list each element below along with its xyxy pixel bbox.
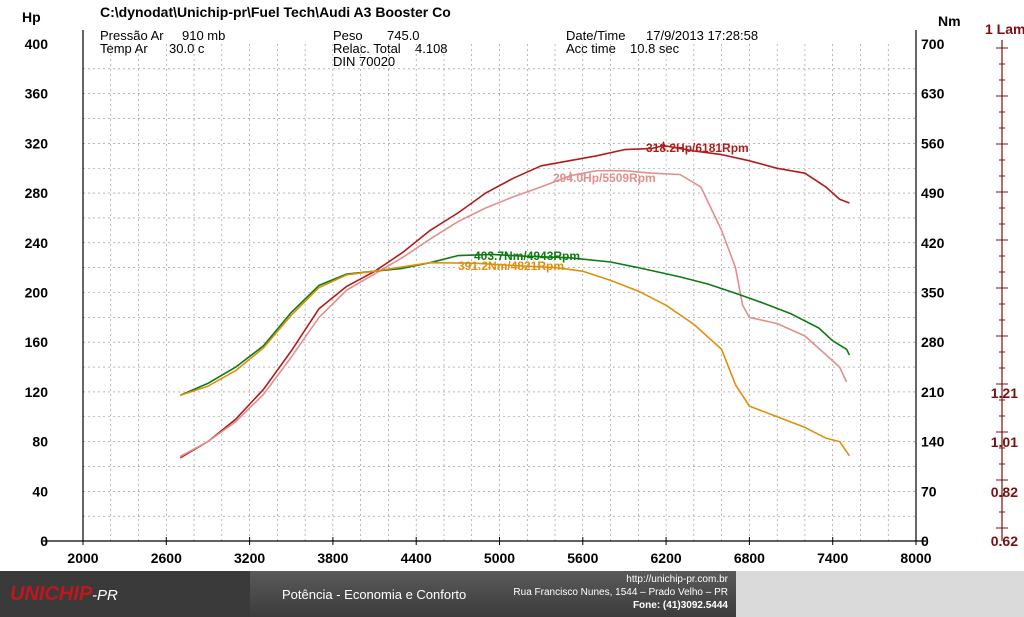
- logo-panel: UNICHIP -PR: [0, 571, 250, 617]
- nm-tick-label: 0: [921, 533, 929, 549]
- lambda-tick-label: 1.01: [991, 434, 1018, 450]
- x-tick-label: 3800: [317, 550, 348, 566]
- series-line-3: [179, 261, 851, 457]
- peak-annotation-1: 294.0Hp/5509Rpm: [553, 171, 656, 185]
- datetime-value: 17/9/2013 17:28:58: [646, 28, 759, 43]
- hp-tick-label: 200: [25, 285, 49, 301]
- hp-tick-label: 120: [25, 384, 49, 400]
- nm-tick-label: 210: [921, 384, 945, 400]
- pressao-label: Pressão Ar: [100, 28, 164, 43]
- slogan-text: Potência - Economia e Conforto: [282, 587, 467, 602]
- x-tick-label: 6200: [651, 550, 682, 566]
- peso-value: 745.0: [387, 28, 420, 43]
- website-url[interactable]: http://unichip-pr.com.br: [626, 574, 728, 585]
- series-line-0: [179, 144, 850, 459]
- hp-tick-label: 40: [32, 483, 48, 499]
- hp-tick-label: 240: [25, 235, 49, 251]
- footer-bar: UNICHIP -PR Potência - Economia e Confor…: [0, 571, 1024, 617]
- x-tick-label: 4400: [401, 550, 432, 566]
- x-tick-label: 8000: [900, 550, 931, 566]
- x-tick-label: 2000: [67, 550, 98, 566]
- hp-tick-label: 0: [40, 533, 48, 549]
- hp-tick-label: 280: [25, 185, 49, 201]
- relac-label: Relac. Total: [333, 41, 401, 56]
- nm-tick-label: 140: [921, 434, 945, 450]
- x-tick-label: 7400: [817, 550, 848, 566]
- nm-tick-label: 420: [921, 235, 945, 251]
- lambda-tick-label: 1.21: [991, 385, 1018, 401]
- pressao-value: 910 mb: [182, 28, 226, 43]
- nm-tick-label: 700: [921, 36, 945, 52]
- x-tick-label: 5000: [484, 550, 515, 566]
- acc-label: Acc time: [566, 41, 616, 56]
- footer-right: [736, 571, 1024, 617]
- peak-annotation-0: 318.2Hp/6181Rpm: [646, 141, 749, 155]
- hp-axis-label: Hp: [22, 9, 41, 25]
- hp-tick-label: 400: [25, 36, 49, 52]
- peak-annotation-2: 403.7Nm/4943Rpm: [474, 249, 580, 263]
- x-tick-label: 6800: [734, 550, 765, 566]
- temp-value: 30.0 c: [169, 41, 205, 56]
- peak-annotation-3: 391.2Nm/4821Rpm: [458, 259, 564, 273]
- peso-label: Peso: [333, 28, 363, 43]
- unichip-logo: UNICHIP: [10, 583, 93, 605]
- x-tick-label: 2600: [151, 550, 182, 566]
- lambda-tick-label: 0.62: [991, 533, 1018, 549]
- series-line-2: [179, 253, 851, 397]
- phone-text: Fone: (41)3092.5444: [632, 600, 728, 611]
- x-tick-label: 3200: [234, 550, 265, 566]
- nm-tick-label: 70: [921, 483, 937, 499]
- hp-tick-label: 320: [25, 135, 49, 151]
- temp-label: Temp Ar: [100, 41, 148, 56]
- logo-suffix: -PR: [92, 587, 118, 604]
- dyno-chart: 2000 2600 3200 3800 4400 5000 5600 6200 6800 7400…: [22, 9, 1024, 566]
- nm-tick-label: 350: [921, 285, 945, 301]
- nm-tick-label: 560: [921, 135, 945, 151]
- series-line-1: [179, 169, 848, 458]
- hp-tick-label: 160: [25, 334, 49, 350]
- x-tick-label: 5600: [567, 550, 598, 566]
- nm-tick-label: 490: [921, 185, 945, 201]
- nm-axis-label: Nm: [938, 13, 961, 29]
- datetime-label: Date/Time: [566, 28, 626, 43]
- din-label: DIN 70020: [333, 54, 396, 69]
- acc-value: 10.8 sec: [630, 41, 680, 56]
- footer-middle: [250, 571, 736, 617]
- hp-tick-label: 80: [32, 434, 48, 450]
- nm-tick-label: 280: [921, 334, 945, 350]
- nm-tick-label: 630: [921, 86, 945, 102]
- address-text: Rua Francisco Nunes, 1544 – Prado Velho …: [513, 587, 728, 598]
- lambda-axis-label: 1 Lam: [985, 21, 1024, 37]
- file-path: C:\dynodat\Unichip-pr\Fuel Tech\Audi A3 …: [100, 4, 451, 20]
- hp-tick-label: 360: [25, 86, 49, 102]
- relac-value: 4.108: [415, 41, 448, 56]
- lambda-tick-label: 0.82: [991, 484, 1018, 500]
